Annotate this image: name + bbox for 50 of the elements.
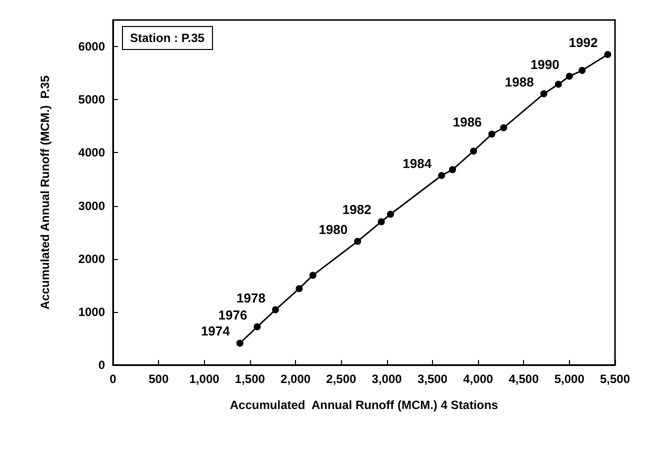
x-tick-label: 5,500 bbox=[600, 372, 630, 386]
annotation: 1992 bbox=[568, 35, 598, 50]
annotation: 1978 bbox=[236, 290, 266, 306]
y-tick-label: 4000 bbox=[78, 146, 106, 160]
point bbox=[254, 323, 261, 330]
point bbox=[354, 238, 362, 245]
annotation: 1976 bbox=[218, 307, 248, 322]
y-axis-title: Accumulated Annual Runoff (MCM.) P.35 bbox=[38, 75, 52, 310]
point bbox=[470, 148, 478, 155]
point bbox=[540, 90, 548, 98]
y-tick-label: 0 bbox=[98, 358, 106, 372]
annotation: 1986 bbox=[452, 114, 482, 130]
point bbox=[296, 285, 303, 292]
annotation: 1984 bbox=[402, 156, 432, 172]
x-tick-label: 2,500 bbox=[326, 372, 357, 386]
annotation: 1988 bbox=[504, 74, 534, 90]
point bbox=[438, 172, 446, 180]
x-tick-label: 5,000 bbox=[554, 372, 585, 386]
point bbox=[578, 66, 586, 74]
x-tick-label: 3,500 bbox=[417, 372, 448, 386]
point bbox=[272, 306, 279, 314]
x-axis-title: Accumulated Annual Runoff (MCM.) 4 Stations bbox=[230, 398, 498, 412]
annotation: 1980 bbox=[318, 222, 348, 237]
y-tick-label: 3000 bbox=[78, 198, 106, 213]
annotation: 1982 bbox=[342, 202, 372, 218]
point bbox=[488, 130, 496, 138]
point bbox=[236, 340, 244, 347]
point bbox=[554, 80, 562, 88]
y-tick-label: 1000 bbox=[78, 304, 106, 319]
x-tick-label: 3,000 bbox=[372, 372, 402, 386]
point bbox=[378, 218, 385, 226]
point bbox=[449, 166, 456, 174]
annotation: 1990 bbox=[530, 56, 560, 72]
y-tick-label: 5000 bbox=[78, 92, 106, 107]
y-tick-label: 6000 bbox=[78, 40, 106, 54]
point bbox=[500, 124, 508, 132]
x-tick-label: 0 bbox=[110, 372, 117, 386]
point bbox=[309, 272, 316, 279]
text: Station : P.35 bbox=[130, 31, 205, 45]
x-tick-label: 4,000 bbox=[463, 372, 494, 386]
x-tick-label: 500 bbox=[148, 372, 169, 386]
x-tick-label: 1,500 bbox=[234, 372, 266, 386]
x-tick-label: 4,500 bbox=[508, 372, 540, 386]
x-tick-label: 2,000 bbox=[280, 372, 311, 386]
point bbox=[566, 72, 573, 80]
annotation: 1974 bbox=[200, 324, 231, 339]
y-tick-label: 2000 bbox=[78, 252, 106, 266]
x-tick-label: 1,000 bbox=[189, 372, 220, 386]
point bbox=[386, 210, 394, 218]
point bbox=[604, 51, 612, 58]
